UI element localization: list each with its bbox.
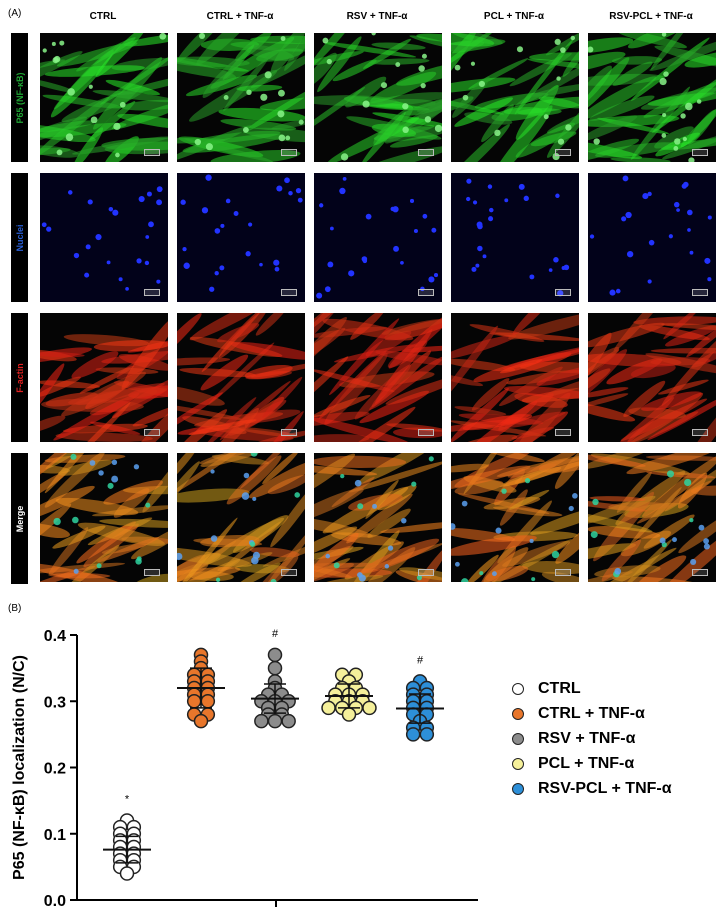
scale-bar xyxy=(281,149,297,156)
legend-swatch xyxy=(512,732,524,745)
row-label-factin-text: F-actin xyxy=(14,362,25,393)
scale-bar xyxy=(418,289,434,296)
data-point xyxy=(200,694,216,709)
row-label-nuclei-text: Nuclei xyxy=(14,223,25,252)
y-tick-label: 0.1 xyxy=(44,827,66,844)
scale-bar xyxy=(144,289,160,296)
micrograph-red-5 xyxy=(588,313,716,442)
micrograph-green-2 xyxy=(177,33,305,162)
scale-bar xyxy=(281,429,297,436)
micrograph-merge-1 xyxy=(40,453,168,582)
scale-bar xyxy=(692,149,708,156)
data-point xyxy=(267,647,283,663)
legend-item-ctrl: CTRL xyxy=(512,676,672,701)
micrograph-blue-5 xyxy=(588,173,716,302)
data-point xyxy=(405,727,421,742)
y-tick-label: 0.2 xyxy=(44,761,66,778)
significance-mark: * xyxy=(125,794,130,806)
legend-swatch xyxy=(512,682,524,695)
data-point xyxy=(419,727,435,742)
data-point xyxy=(341,707,357,722)
scatter-chart: 0.0 0.1 0.2 0.3 0.4 P65 (NF-κB) localization … xyxy=(11,628,478,910)
micrograph-blue-1 xyxy=(40,173,168,302)
scale-bar xyxy=(555,149,571,156)
micrograph-blue-3 xyxy=(314,173,442,302)
micrograph-green-1 xyxy=(40,33,168,162)
micrograph-green-5 xyxy=(588,33,716,162)
significance-mark: # xyxy=(272,628,279,640)
legend-label: RSV + TNF-α xyxy=(538,729,636,747)
legend-item-rsvpcl-tnf: RSV-PCL + TNF-α xyxy=(512,776,672,801)
scale-bar xyxy=(555,429,571,436)
micrograph-blue-4 xyxy=(451,173,579,302)
legend-item-ctrl-tnf: CTRL + TNF-α xyxy=(512,701,672,726)
micrograph-merge-2 xyxy=(177,453,305,582)
data-point xyxy=(119,866,135,881)
y-tick-label: 0.3 xyxy=(44,694,66,711)
row-label-factin: F-actin xyxy=(11,313,28,442)
legend-label: RSV-PCL + TNF-α xyxy=(538,779,672,797)
scale-bar xyxy=(418,429,434,436)
data-point xyxy=(321,700,336,716)
micrograph-merge-5 xyxy=(588,453,716,582)
micrograph-red-4 xyxy=(451,313,579,442)
data-point xyxy=(267,713,283,729)
scale-bar xyxy=(281,569,297,576)
row-label-nuclei: Nuclei xyxy=(11,173,28,302)
scale-bar xyxy=(144,149,160,156)
micrograph-red-3 xyxy=(314,313,442,442)
legend-label: CTRL xyxy=(538,679,581,697)
legend-swatch xyxy=(512,757,524,770)
row-label-p65: P65 (NF-κB) xyxy=(11,33,28,162)
scale-bar xyxy=(692,429,708,436)
data-point xyxy=(267,660,283,676)
row-label-p65-text: P65 (NF-κB) xyxy=(14,71,25,124)
chart-legend: CTRL CTRL + TNF-α RSV + TNF-α PCL + TNF-… xyxy=(512,676,672,801)
row-label-merge-text: Merge xyxy=(14,505,25,532)
micrograph-red-1 xyxy=(40,313,168,442)
micrograph-blue-2 xyxy=(177,173,305,302)
micrograph-merge-4 xyxy=(451,453,579,582)
data-point xyxy=(362,700,377,716)
column-header-ctrl: CTRL xyxy=(89,11,117,22)
scale-bar xyxy=(144,429,160,436)
data-point xyxy=(186,694,202,709)
column-header-rsvpcl-tnf: RSV-PCL + TNF-α xyxy=(609,11,693,22)
data-point xyxy=(193,713,209,729)
y-axis-label: P65 (NF-κB) localization (N/C) xyxy=(11,655,28,880)
significance-mark: # xyxy=(417,654,424,666)
panel-a-label: (A) xyxy=(8,8,22,19)
y-tick-label: 0.0 xyxy=(44,893,66,910)
data-point xyxy=(254,713,269,729)
column-header-pcl-tnf: PCL + TNF-α xyxy=(483,11,545,22)
legend-item-rsv-tnf: RSV + TNF-α xyxy=(512,726,672,751)
column-header-ctrl-tnf: CTRL + TNF-α xyxy=(206,11,274,22)
scale-bar xyxy=(692,289,708,296)
micrograph-red-2 xyxy=(177,313,305,442)
y-tick-label: 0.4 xyxy=(44,628,66,645)
legend-label: CTRL + TNF-α xyxy=(538,704,645,722)
scale-bar xyxy=(418,569,434,576)
micrograph-merge-3 xyxy=(314,453,442,582)
scale-bar xyxy=(692,569,708,576)
scale-bar xyxy=(281,289,297,296)
micrograph-green-4 xyxy=(451,33,579,162)
row-label-merge: Merge xyxy=(11,453,28,584)
scale-bar xyxy=(144,569,160,576)
data-point xyxy=(281,713,296,729)
legend-label: PCL + TNF-α xyxy=(538,754,635,772)
scale-bar xyxy=(555,289,571,296)
legend-item-pcl-tnf: PCL + TNF-α xyxy=(512,751,672,776)
micrograph-green-3 xyxy=(314,33,442,162)
column-header-rsv-tnf: RSV + TNF-α xyxy=(346,11,408,22)
legend-swatch xyxy=(512,782,524,795)
panel-b-label: (B) xyxy=(8,603,22,614)
scale-bar xyxy=(555,569,571,576)
legend-swatch xyxy=(512,707,524,720)
scale-bar xyxy=(418,149,434,156)
